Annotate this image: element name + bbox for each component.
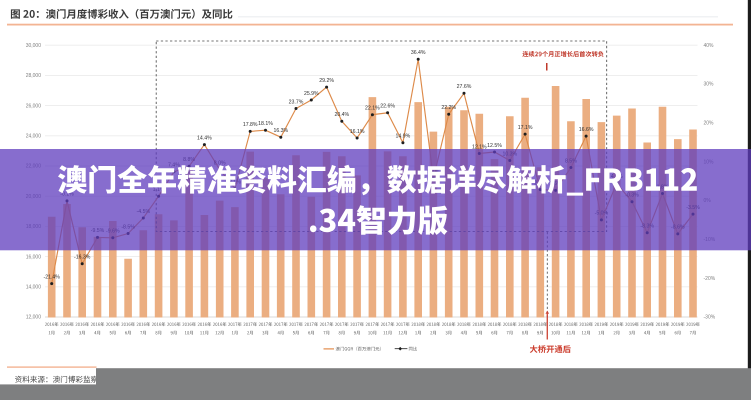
svg-text:16,000: 16,000 [26, 254, 42, 260]
svg-text:20%: 20% [704, 121, 715, 127]
svg-text:18.1%: 18.1% [258, 121, 273, 127]
svg-text:16.3%: 16.3% [273, 128, 288, 134]
svg-text:22.1%: 22.1% [365, 106, 380, 112]
svg-text:17.8%: 17.8% [243, 122, 258, 128]
svg-text:20.4%: 20.4% [334, 112, 349, 118]
svg-text:14.9%: 14.9% [396, 134, 411, 140]
svg-text:14,000: 14,000 [26, 285, 42, 291]
svg-text:30,000: 30,000 [26, 43, 42, 49]
svg-text:12.5%: 12.5% [487, 143, 502, 149]
svg-text:12.1%: 12.1% [472, 144, 487, 150]
svg-text:-30%: -30% [704, 315, 716, 321]
svg-text:30%: 30% [704, 82, 715, 88]
svg-text:17.1%: 17.1% [518, 125, 533, 131]
svg-text:23.7%: 23.7% [289, 99, 304, 105]
svg-text:16.1%: 16.1% [350, 129, 365, 135]
svg-text:-16.3%: -16.3% [74, 255, 91, 261]
svg-text:16.6%: 16.6% [579, 127, 594, 133]
svg-text:36.4%: 36.4% [411, 50, 426, 56]
svg-text:14.4%: 14.4% [197, 135, 212, 141]
svg-text:29.2%: 29.2% [319, 78, 334, 84]
svg-text:27.6%: 27.6% [457, 84, 472, 90]
svg-text:28,000: 28,000 [26, 73, 42, 79]
svg-text:-21.4%: -21.4% [43, 274, 60, 280]
svg-text:22.2%: 22.2% [441, 105, 456, 111]
svg-text:-20%: -20% [704, 276, 716, 282]
svg-text:25.9%: 25.9% [304, 91, 319, 97]
svg-text:26,000: 26,000 [26, 103, 42, 109]
svg-text:12,000: 12,000 [26, 315, 42, 321]
svg-text:22.6%: 22.6% [380, 104, 395, 110]
svg-text:40%: 40% [704, 43, 715, 49]
svg-text:24,000: 24,000 [26, 134, 42, 140]
